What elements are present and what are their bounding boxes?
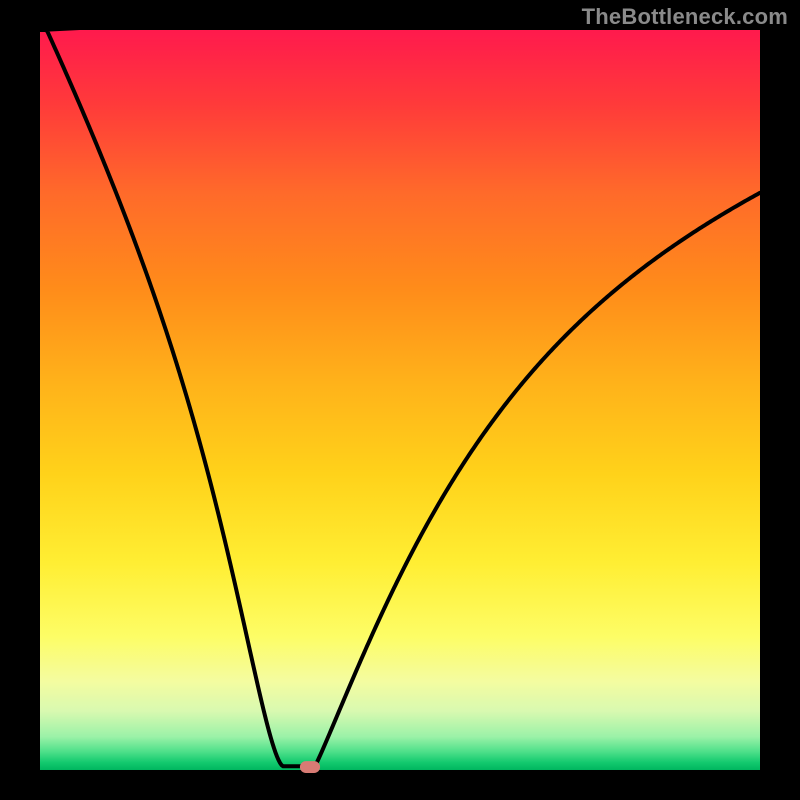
plot-svg [0,0,800,800]
notch-marker [300,761,320,773]
figure-root: TheBottleneck.com [0,0,800,800]
watermark-text: TheBottleneck.com [582,4,788,30]
gradient-background [40,30,760,770]
